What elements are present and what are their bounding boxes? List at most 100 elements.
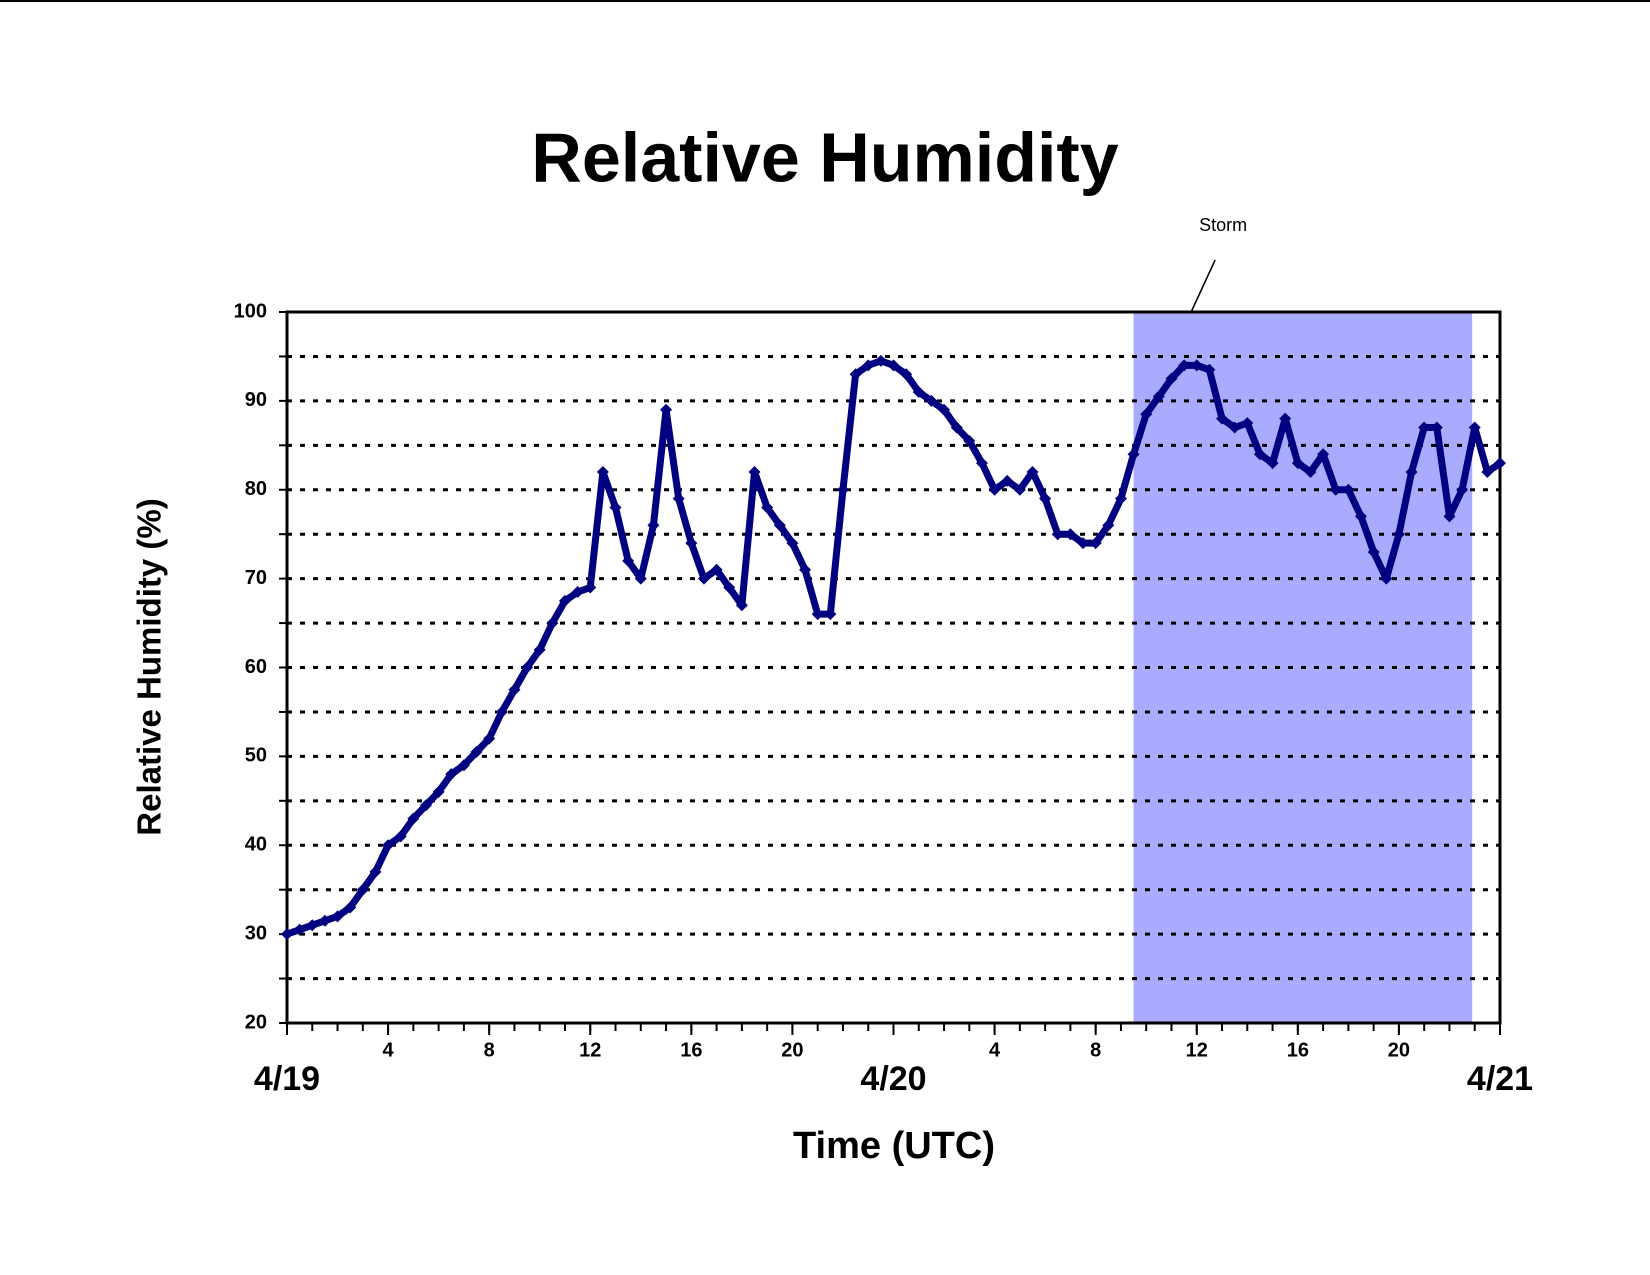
data-point: [811, 608, 824, 621]
data-point: [521, 661, 534, 674]
data-point: [445, 768, 458, 781]
y-tick-label: 40: [245, 834, 267, 856]
data-point: [1253, 448, 1266, 461]
data-point: [824, 608, 837, 621]
data-point: [1026, 465, 1039, 478]
x-tick-label: 8: [1090, 1039, 1101, 1061]
data-point: [369, 865, 382, 878]
x-tick-label: 16: [1287, 1039, 1309, 1061]
data-point: [419, 799, 432, 812]
data-point: [786, 537, 799, 550]
data-point: [862, 359, 875, 372]
day-label: 4/20: [860, 1060, 926, 1098]
data-point: [318, 914, 331, 927]
data-point: [723, 581, 736, 594]
data-point: [571, 585, 584, 598]
y-axis-label: Relative Humidity (%): [131, 498, 168, 835]
data-point: [900, 368, 913, 381]
x-axis-label: Time (UTC): [793, 1125, 995, 1167]
data-point: [1051, 528, 1064, 541]
data-point: [1494, 457, 1506, 470]
data-point: [748, 465, 761, 478]
data-point: [356, 883, 369, 896]
day-label: 4/21: [1467, 1060, 1533, 1098]
data-point: [1279, 412, 1292, 425]
day-label: 4/19: [254, 1060, 320, 1098]
data-point: [735, 599, 748, 612]
data-point: [874, 354, 887, 367]
data-point: [761, 501, 774, 514]
y-tick-label: 60: [245, 656, 267, 678]
data-point: [1342, 483, 1355, 496]
chart-title: Relative Humidity: [531, 118, 1118, 196]
data-point: [457, 759, 470, 772]
data-point: [1203, 363, 1216, 376]
data-point: [609, 501, 622, 514]
data-point: [1039, 492, 1052, 505]
x-tick-label: 8: [484, 1039, 495, 1061]
y-tick-label: 30: [245, 922, 267, 944]
data-point: [697, 572, 710, 585]
data-point: [1392, 528, 1405, 541]
y-tick-label: 80: [245, 478, 267, 500]
plot-frame: [285, 310, 1502, 1025]
data-point: [584, 581, 597, 594]
data-point: [331, 910, 344, 923]
data-point: [382, 839, 395, 852]
x-tick-label: 20: [781, 1039, 803, 1061]
data-point: [1266, 457, 1279, 470]
data-point: [1291, 457, 1304, 470]
data-point: [1418, 421, 1431, 434]
data-point: [1367, 545, 1380, 558]
data-point: [887, 359, 900, 372]
data-point: [407, 812, 420, 825]
data-point: [470, 745, 483, 758]
data-point: [1405, 465, 1418, 478]
annotation-label: Storm: [1199, 215, 1247, 235]
data-point: [1140, 408, 1153, 421]
x-tick-label: 16: [680, 1039, 702, 1061]
data-point: [1430, 421, 1443, 434]
data-point: [546, 617, 559, 630]
data-point: [710, 563, 723, 576]
data-point: [672, 492, 685, 505]
data-point: [1102, 519, 1115, 532]
data-point: [1355, 510, 1368, 523]
y-tick-label: 20: [245, 1011, 267, 1033]
data-point: [950, 421, 963, 434]
y-tick-label: 50: [245, 745, 267, 767]
y-tick-label: 100: [234, 300, 267, 322]
data-point: [1481, 465, 1494, 478]
data-point: [1127, 448, 1140, 461]
data-point: [622, 554, 635, 567]
data-point: [647, 519, 660, 532]
y-tick-label: 70: [245, 567, 267, 589]
data-point: [836, 483, 849, 496]
data-point: [1380, 572, 1393, 585]
data-point: [685, 537, 698, 550]
data-point: [344, 901, 357, 914]
data-point: [975, 457, 988, 470]
data-point: [1468, 421, 1481, 434]
data-point: [483, 732, 496, 745]
data-point: [495, 705, 508, 718]
data-point: [1241, 417, 1254, 430]
data-point: [963, 434, 976, 447]
data-point: [1001, 474, 1014, 487]
data-point: [1329, 483, 1342, 496]
data-point: [660, 403, 673, 416]
data-point: [938, 403, 951, 416]
data-point: [533, 643, 546, 656]
y-tick-label: 90: [245, 389, 267, 411]
data-point: [849, 368, 862, 381]
data-point: [1443, 510, 1456, 523]
x-tick-label: 12: [1186, 1039, 1208, 1061]
data-point: [634, 572, 647, 585]
data-point: [1228, 421, 1241, 434]
data-point: [1013, 483, 1026, 496]
data-point: [912, 385, 925, 398]
data-point: [1456, 483, 1469, 496]
data-point: [306, 919, 319, 932]
data-point: [293, 923, 306, 936]
